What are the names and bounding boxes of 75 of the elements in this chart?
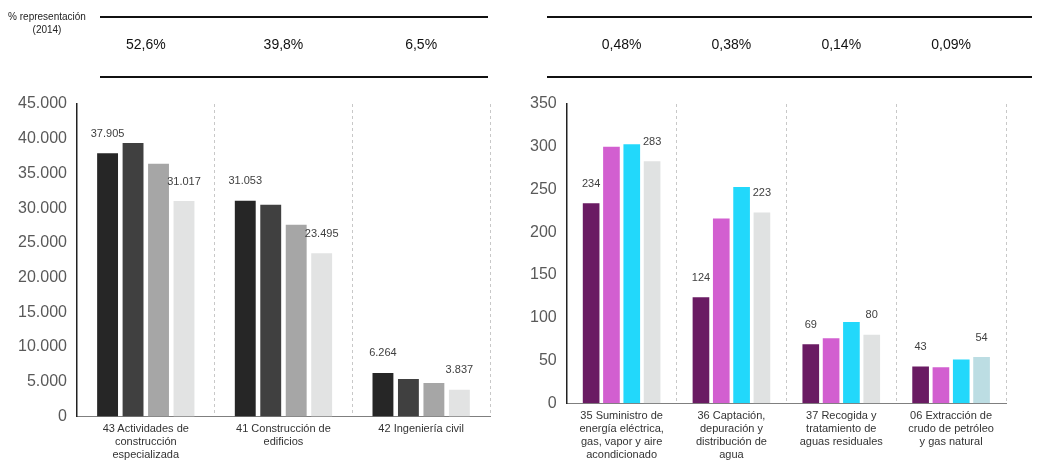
y-tick-label: 350 (529, 94, 557, 112)
data-label: 124 (691, 270, 711, 283)
x-tick-label: 43 Actividades de construcción especializada (102, 422, 189, 461)
bar (423, 383, 445, 417)
y-tick-label: 25.000 (18, 233, 68, 251)
bar (285, 224, 307, 417)
bar (843, 321, 860, 404)
text: 6,5% (405, 36, 438, 52)
x-tick-label: 42 Ingeniería civil (378, 422, 464, 435)
y-tick-label: 0 (547, 393, 557, 411)
data-label: 6.264 (369, 346, 397, 359)
y-tick-label: 300 (529, 137, 557, 155)
x-tick-label: 41 Construcción de edificios (236, 422, 331, 448)
text: 0,48% (601, 36, 642, 52)
y-tick-label: 30.000 (18, 198, 68, 216)
y-tick-label: 0 (58, 406, 68, 424)
data-label: 69 (804, 317, 817, 330)
data-label: 31.017 (167, 174, 201, 187)
bar (311, 253, 333, 417)
bar (952, 359, 970, 404)
x-tick-label: 37 Recogida y tratamiento de aguas residuales (799, 408, 884, 448)
bar (733, 186, 750, 404)
bar (712, 218, 730, 404)
text: 0,38% (711, 36, 752, 52)
data-label: 223 (752, 186, 772, 199)
bar (260, 204, 282, 417)
bar (802, 344, 820, 404)
bar (623, 144, 641, 404)
y-tick-label: 40.000 (18, 129, 68, 147)
data-label: 3.837 (445, 363, 474, 376)
y-tick-label: 150 (529, 265, 557, 283)
data-label: 234 (581, 176, 601, 189)
bar (692, 297, 710, 404)
bar (173, 201, 195, 417)
bar (582, 203, 600, 404)
y-tick-label: 15.000 (18, 302, 68, 320)
data-label: 80 (865, 308, 878, 321)
bar (643, 161, 661, 404)
bar (122, 142, 144, 417)
y-tick-label: 35.000 (18, 163, 68, 181)
bar (932, 367, 950, 404)
data-label: 283 (642, 134, 662, 147)
y-tick-label: 45.000 (18, 94, 68, 112)
x-tick-label: 36 Captación, depuración y distribución de agua (695, 408, 767, 461)
bar (863, 334, 881, 404)
bar (973, 357, 990, 404)
bar (603, 146, 620, 404)
x-tick-label: 06 Extracción de crudo de petróleo y gas natural (908, 408, 994, 448)
bar (372, 372, 394, 417)
bar (822, 338, 840, 404)
y-tick-label: 20.000 (18, 267, 68, 285)
text: % representación (2014) (7, 10, 87, 36)
y-tick-label: 50 (538, 350, 557, 368)
text: 52,6% (125, 36, 166, 52)
bar (753, 212, 771, 404)
bar (97, 153, 119, 417)
bar (148, 163, 169, 417)
x-tick-label: 35 Suministro de energía eléctrica, gas, vapor y aire acondicionado (579, 408, 664, 461)
y-tick-label: 10.000 (18, 337, 68, 355)
text: 0,14% (821, 36, 862, 52)
data-label: 31.053 (228, 174, 263, 187)
y-tick-label: 100 (529, 308, 557, 326)
data-label: 23.495 (304, 226, 339, 239)
y-tick-label: 250 (529, 179, 557, 197)
bar (234, 200, 256, 417)
bar (448, 389, 470, 417)
data-label: 54 (975, 330, 988, 343)
bar (912, 366, 929, 404)
bar (397, 378, 419, 417)
data-label: 43 (914, 339, 927, 352)
y-tick-label: 200 (529, 222, 557, 240)
data-label: 37.905 (90, 126, 125, 139)
text: 39,8% (263, 36, 304, 52)
text: 0,09% (931, 36, 971, 52)
y-tick-label: 5.000 (26, 372, 68, 390)
